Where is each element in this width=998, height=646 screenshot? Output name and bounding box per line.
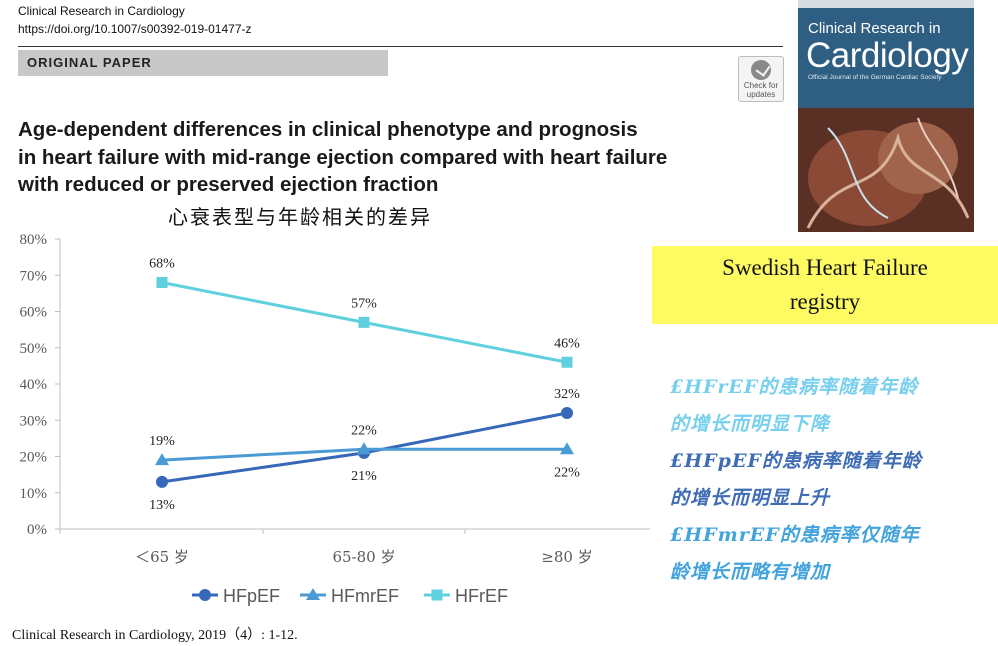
- doi-link[interactable]: https://doi.org/10.1007/s00392-019-01477…: [18, 22, 252, 36]
- data-label: 57%: [351, 296, 377, 311]
- legend-label: HFrEF: [455, 586, 508, 606]
- data-point-circle: [156, 475, 168, 488]
- data-point-square: [561, 356, 573, 368]
- x-tick-label: 65-80 岁: [332, 548, 395, 566]
- data-point-circle: [199, 589, 211, 601]
- cover-title-small: Clinical Research in: [808, 20, 941, 37]
- section-banner: ORIGINAL PAPER: [18, 50, 388, 76]
- data-label: 21%: [351, 469, 377, 484]
- data-label: 19%: [149, 434, 175, 449]
- data-label: 13%: [149, 498, 175, 513]
- data-point-triangle: [357, 442, 371, 455]
- line-chart: 0% 10% 20% 30% 40% 50% 60% 70% 80% ＜65 岁 65-80 岁 ≥8…: [20, 232, 650, 606]
- legend-label: HFpEF: [223, 586, 280, 606]
- paper-title-line-2: in heart failure with mid-range ejection…: [18, 145, 668, 169]
- note-hfref-line-2: 的增长而明显下降: [670, 413, 831, 435]
- citation: Clinical Research in Cardiology, 2019（4）…: [12, 628, 298, 643]
- cover-artwork-svg: [798, 108, 974, 232]
- note-hfpef-line-1: £HFpEF的患病率随着年龄: [670, 450, 922, 472]
- cover-artwork: [798, 108, 974, 232]
- journal-cover-image: Clinical Research in Cardiology Official…: [798, 0, 974, 232]
- registry-line-2: registry: [789, 289, 861, 314]
- cover-top-strip: [798, 0, 974, 8]
- registry-line-1: Swedish Heart Failure: [722, 255, 928, 280]
- data-point-triangle: [155, 453, 169, 466]
- chart-title: 心衰表型与年龄相关的差异: [168, 205, 432, 229]
- data-label: 68%: [149, 257, 175, 272]
- registry-callout: Swedish Heart Failure registry: [652, 246, 998, 324]
- x-tick-label: ≥80 岁: [541, 548, 592, 566]
- journal-name: Clinical Research in Cardiology: [18, 4, 185, 18]
- chart-legend: HFpEF HFmrEF HFrEF: [192, 586, 508, 606]
- y-tick-label: 0%: [27, 522, 47, 538]
- cover-title-large: Cardiology: [806, 36, 969, 75]
- data-point-triangle: [560, 442, 574, 455]
- data-label: 32%: [554, 387, 580, 402]
- top-divider: [18, 46, 783, 47]
- y-tick-label: 80%: [20, 232, 48, 248]
- y-tick-label: 20%: [20, 450, 48, 466]
- y-tick-label: 60%: [20, 305, 48, 321]
- data-point-triangle: [306, 588, 320, 600]
- y-tick-label: 10%: [20, 486, 48, 502]
- paper-title-line-3: with reduced or preserved ejection fract…: [18, 173, 439, 196]
- data-point-square: [156, 277, 168, 288]
- note-hfpef-line-2: 的增长而明显上升: [670, 487, 831, 509]
- check-updates-label-1: Check for: [743, 81, 779, 90]
- y-tick-label: 70%: [20, 268, 48, 284]
- data-point-circle: [561, 407, 573, 419]
- data-label: 22%: [351, 423, 377, 438]
- paper-title: Age-dependent differences in clinical ph…: [18, 116, 718, 199]
- data-label: 46%: [554, 336, 580, 351]
- cover-subtitle: Official Journal of the German Cardiac S…: [808, 74, 942, 81]
- legend-label: HFmrEF: [331, 586, 399, 606]
- x-tick-label: ＜65 岁: [135, 548, 189, 566]
- check-updates-icon: [751, 60, 771, 80]
- note-hfmref-line-1: £HFmrEF的患病率仅随年: [670, 524, 920, 546]
- y-tick-label: 40%: [20, 377, 48, 393]
- y-tick-label: 50%: [20, 341, 48, 357]
- chart-axes: 0% 10% 20% 30% 40% 50% 60% 70% 80% ＜65 岁 65-80 岁 ≥8…: [20, 232, 650, 566]
- y-tick-label: 30%: [20, 413, 48, 429]
- paper-title-line-1: Age-dependent differences in clinical ph…: [18, 118, 638, 141]
- note-hfmref-line-2: 龄增长而略有增加: [670, 561, 831, 583]
- chart-series: 13% 21% 32% 19% 22% 22% 68% 57% 46%: [149, 257, 580, 513]
- data-point-square: [358, 316, 370, 328]
- data-point-square: [431, 589, 443, 601]
- data-label: 22%: [554, 465, 580, 480]
- note-hfref-line-1: £HFrEF的患病率随着年龄: [670, 376, 919, 398]
- check-updates-label-2: updates: [746, 90, 776, 99]
- check-for-updates-button[interactable]: Check for updates: [738, 56, 784, 102]
